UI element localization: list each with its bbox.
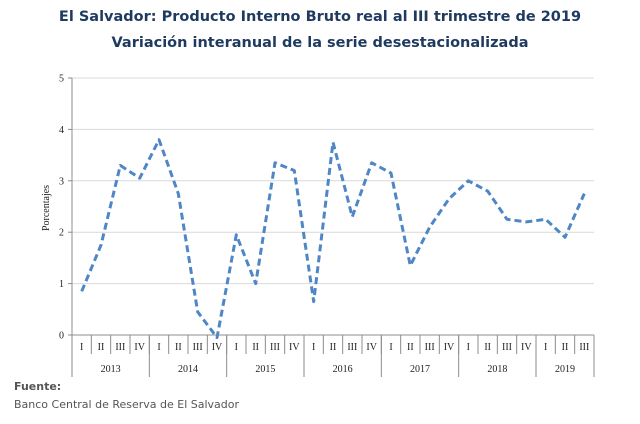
quarter-label: III [115,342,125,353]
chart-subtitle: Variación interanual de la serie desesta… [111,35,529,51]
y-tick-label: 1 [59,279,64,290]
quarter-label: IV [134,342,145,353]
quarter-label: IV [366,342,377,353]
quarter-label: II [175,342,182,353]
y-axis-ticks: 0 1 2 3 4 5 [59,74,64,342]
axes [68,77,595,377]
quarter-label: III [193,342,203,353]
quarter-label: I [235,342,238,353]
quarter-label: IV [444,342,455,353]
y-tick-label: 3 [59,176,64,187]
quarter-label: I [467,342,470,353]
quarter-label: II [252,342,259,353]
source-label: Fuente: [14,380,62,393]
series-layer [80,138,586,340]
quarter-label: IV [212,342,223,353]
y-tick-label: 4 [59,125,64,136]
gridlines [72,77,594,285]
year-label: 2018 [487,364,507,375]
quarter-label: II [562,342,569,353]
x-axis-ticks: I II III IV I II III IV I II III IV I II III IV I II III IV… [80,342,589,375]
year-label: 2019 [555,364,575,375]
quarter-label: IV [521,342,532,353]
chart-title: El Salvador: Producto Interno Bruto real… [58,9,582,25]
quarter-label: I [80,342,83,353]
quarter-label: III [425,342,435,353]
year-label: 2015 [255,364,275,375]
y-tick-label: 5 [59,74,64,85]
quarter-label: III [502,342,512,353]
year-label: 2013 [101,364,121,375]
source-text: Banco Central de Reserva de El Salvador [14,398,240,411]
quarter-label: II [407,342,414,353]
quarter-label: III [270,342,280,353]
quarter-label: I [544,342,547,353]
year-label: 2017 [410,364,430,375]
year-label: 2016 [333,364,353,375]
quarter-label: II [98,342,105,353]
quarter-label: I [312,342,315,353]
quarter-label: II [484,342,491,353]
y-tick-label: 0 [59,331,64,342]
quarter-label: II [330,342,337,353]
series-line [80,138,586,340]
year-label: 2014 [178,364,198,375]
y-axis-label: Porcentajes [41,185,52,231]
quarter-label: I [389,342,392,353]
quarter-label: IV [289,342,300,353]
quarter-label: III [347,342,357,353]
y-tick-label: 2 [59,228,64,239]
quarter-label: III [579,342,589,353]
quarter-label: I [157,342,160,353]
